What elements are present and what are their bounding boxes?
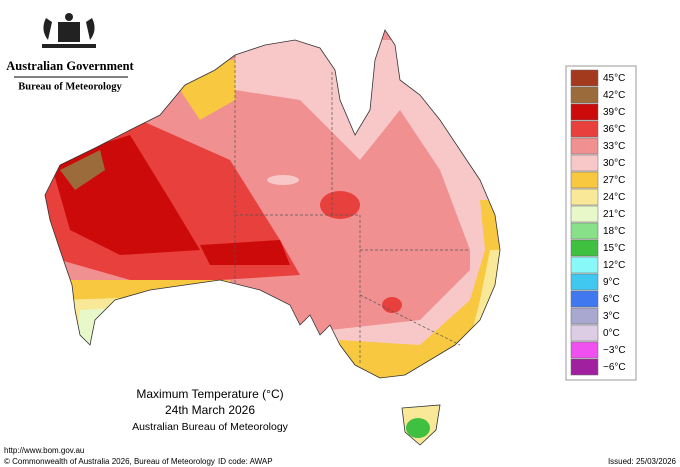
- legend-label: 33°C: [603, 141, 625, 152]
- legend-label: 18°C: [603, 226, 625, 237]
- legend-label: 39°C: [603, 107, 625, 118]
- map-date: 24th March 2026: [165, 403, 255, 417]
- legend-swatch: [570, 341, 599, 359]
- legend-label: 6°C: [603, 294, 620, 305]
- legend-swatch: [570, 154, 599, 172]
- map-title: Maximum Temperature (°C): [136, 387, 283, 401]
- legend-swatch: [570, 273, 599, 291]
- legend-label: −3°C: [603, 345, 626, 356]
- legend-swatch: [570, 222, 599, 240]
- legend: 45°C 42°C 39°C 36°C 33°C 30°C 27°C 24°C 21°C 18°C…: [570, 69, 626, 376]
- legend-swatch: [570, 69, 599, 87]
- legend-swatch: [570, 137, 599, 155]
- state-borders: [234, 55, 470, 365]
- footer-issued: Issued: 25/03/2026: [608, 457, 677, 466]
- agency-name: Bureau of Meteorology: [18, 81, 122, 92]
- coastline: [44, 29, 501, 379]
- legend-swatch: [570, 86, 599, 104]
- legend-swatch: [570, 205, 599, 223]
- legend-label: 36°C: [603, 124, 625, 135]
- legend-swatch: [570, 324, 599, 342]
- legend-label: 21°C: [603, 209, 625, 220]
- legend-swatch: [570, 239, 599, 257]
- legend-label: 3°C: [603, 311, 620, 322]
- legend-swatch: [570, 171, 599, 189]
- legend-label: −6°C: [603, 362, 626, 373]
- footer-copyright: © Commonwealth of Australia 2026, Bureau…: [4, 457, 215, 466]
- legend-label: 24°C: [603, 192, 625, 203]
- legend-label: 9°C: [603, 277, 620, 288]
- legend-label: 42°C: [603, 90, 625, 101]
- legend-label: 0°C: [603, 328, 620, 339]
- legend-label: 30°C: [603, 158, 625, 169]
- legend-swatch: [570, 307, 599, 325]
- map-source: Australian Bureau of Meteorology: [132, 421, 289, 433]
- legend-swatch: [570, 103, 599, 121]
- legend-label: 15°C: [603, 243, 625, 254]
- legend-label: 27°C: [603, 175, 625, 186]
- footer-url: http://www.bom.gov.au: [4, 446, 84, 455]
- legend-swatch: [570, 120, 599, 138]
- legend-label: 45°C: [603, 73, 625, 84]
- crest: [42, 13, 96, 48]
- government-name: Australian Government: [6, 59, 134, 73]
- legend-swatch: [570, 358, 599, 376]
- legend-swatch: [570, 256, 599, 274]
- legend-swatch: [570, 188, 599, 206]
- legend-label: 12°C: [603, 260, 625, 271]
- footer-id: ID code: AWAP: [218, 457, 273, 466]
- tasmania-cool: [406, 418, 430, 438]
- legend-swatch: [570, 290, 599, 308]
